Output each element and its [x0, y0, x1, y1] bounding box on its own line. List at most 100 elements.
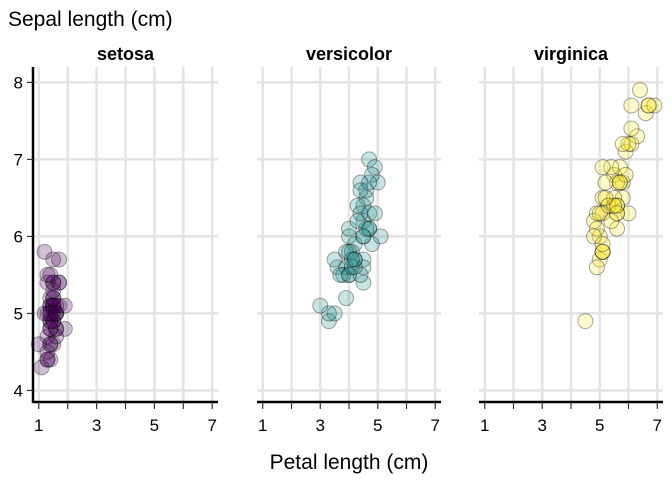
data-point-setosa — [51, 297, 68, 314]
y-tick-label: 6 — [14, 227, 23, 246]
data-point-virginica — [620, 205, 637, 222]
data-point-virginica — [591, 251, 608, 268]
data-point-virginica — [600, 197, 617, 214]
data-point-virginica — [594, 243, 611, 260]
data-point-virginica — [594, 236, 611, 253]
data-point-setosa — [48, 305, 65, 322]
data-point-virginica — [617, 143, 634, 160]
data-point-setosa — [45, 274, 62, 291]
data-point-versicolor — [341, 266, 357, 283]
data-point-setosa — [42, 320, 59, 337]
data-point-versicolor — [355, 259, 372, 276]
data-point-virginica — [617, 166, 634, 183]
data-point-setosa — [48, 320, 65, 337]
y-tick-label: 4 — [14, 381, 23, 400]
data-point-setosa — [45, 297, 62, 314]
data-point-setosa — [45, 297, 62, 314]
data-point-virginica — [623, 120, 640, 137]
data-point-versicolor — [341, 266, 357, 283]
data-point-virginica — [609, 174, 625, 191]
data-point-virginica — [640, 97, 657, 114]
data-point-virginica — [637, 105, 654, 122]
data-point-setosa — [42, 313, 59, 330]
data-point-setosa — [48, 297, 65, 314]
data-point-virginica — [609, 197, 625, 214]
data-point-setosa — [48, 320, 65, 337]
data-point-setosa — [39, 305, 56, 322]
data-point-versicolor — [361, 205, 378, 222]
data-point-virginica — [629, 128, 646, 145]
data-point-virginica — [597, 189, 614, 206]
y-tick-label: 8 — [14, 73, 23, 92]
data-point-virginica — [623, 136, 640, 153]
data-point-versicolor — [341, 243, 357, 260]
data-point-setosa — [39, 351, 56, 368]
data-point-setosa — [42, 266, 59, 283]
data-point-virginica — [646, 97, 663, 114]
data-point-versicolor — [366, 159, 383, 176]
x-axis-title: Petal length (cm) — [270, 451, 429, 474]
data-point-virginica — [594, 189, 611, 206]
data-point-versicolor — [343, 251, 360, 268]
data-point-versicolor — [343, 243, 360, 260]
data-point-virginica — [640, 97, 657, 114]
data-point-setosa — [45, 290, 62, 307]
data-point-versicolor — [355, 274, 372, 291]
data-point-versicolor — [338, 290, 355, 307]
data-point-virginica — [606, 166, 623, 183]
data-point-setosa — [48, 305, 65, 322]
data-point-virginica — [591, 205, 608, 222]
data-point-versicolor — [346, 251, 363, 268]
data-point-virginica — [611, 159, 628, 176]
data-point-versicolor — [338, 259, 355, 276]
data-point-virginica — [594, 205, 611, 222]
data-point-setosa — [42, 351, 59, 368]
data-point-virginica — [614, 136, 631, 153]
data-point-virginica — [600, 197, 617, 214]
data-point-versicolor — [361, 174, 378, 191]
data-point-setosa — [48, 328, 65, 345]
data-point-setosa — [45, 336, 62, 353]
data-point-virginica — [594, 159, 611, 176]
data-point-virginica — [609, 205, 625, 222]
data-point-virginica — [620, 136, 637, 153]
data-point-versicolor — [355, 228, 372, 245]
data-point-versicolor — [358, 189, 375, 206]
data-point-virginica — [603, 159, 620, 176]
data-point-versicolor — [358, 220, 375, 237]
x-tick-label: 7 — [653, 416, 662, 435]
facet-title-setosa: setosa — [97, 44, 155, 64]
data-point-versicolor — [364, 166, 380, 183]
data-point-versicolor — [320, 313, 337, 330]
data-point-versicolor — [346, 236, 363, 253]
data-point-setosa — [39, 266, 56, 283]
data-point-virginica — [594, 243, 611, 260]
data-point-setosa — [42, 320, 59, 337]
x-tick-label: 5 — [595, 416, 604, 435]
data-point-setosa — [42, 336, 59, 353]
data-point-setosa — [45, 305, 62, 322]
data-point-virginica — [632, 82, 648, 99]
data-point-setosa — [42, 297, 59, 314]
data-point-virginica — [586, 228, 602, 245]
data-point-virginica — [611, 174, 628, 191]
data-point-setosa — [39, 328, 56, 345]
data-point-virginica — [623, 97, 640, 114]
data-point-virginica — [609, 197, 625, 214]
data-point-virginica — [609, 205, 625, 222]
data-point-versicolor — [355, 197, 372, 214]
data-point-versicolor — [346, 259, 363, 276]
data-point-setosa — [48, 305, 65, 322]
data-point-versicolor — [372, 228, 389, 245]
x-tick-label: 1 — [258, 416, 267, 435]
data-point-versicolor — [352, 205, 369, 222]
x-tick-label: 1 — [34, 416, 43, 435]
data-point-setosa — [51, 251, 68, 268]
data-point-virginica — [614, 174, 631, 191]
data-point-versicolor — [366, 205, 383, 222]
x-tick-label: 7 — [207, 416, 216, 435]
x-tick-label: 3 — [92, 416, 101, 435]
data-point-virginica — [588, 220, 605, 237]
